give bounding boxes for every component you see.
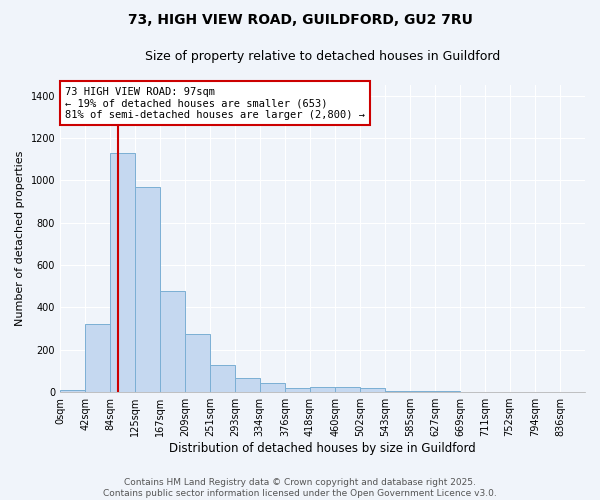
Bar <box>110 153 135 392</box>
Bar <box>160 292 185 392</box>
Text: 73, HIGH VIEW ROAD, GUILDFORD, GU2 7RU: 73, HIGH VIEW ROAD, GUILDFORD, GU2 7RU <box>128 12 472 26</box>
Y-axis label: Number of detached properties: Number of detached properties <box>15 151 25 326</box>
Bar <box>260 382 285 392</box>
Bar <box>235 378 260 392</box>
Bar <box>360 388 385 392</box>
Bar <box>185 334 210 392</box>
Bar <box>60 390 85 392</box>
X-axis label: Distribution of detached houses by size in Guildford: Distribution of detached houses by size … <box>169 442 476 455</box>
Title: Size of property relative to detached houses in Guildford: Size of property relative to detached ho… <box>145 50 500 63</box>
Bar <box>335 388 360 392</box>
Bar <box>410 391 435 392</box>
Bar <box>85 324 110 392</box>
Bar <box>210 364 235 392</box>
Text: 73 HIGH VIEW ROAD: 97sqm
← 19% of detached houses are smaller (653)
81% of semi-: 73 HIGH VIEW ROAD: 97sqm ← 19% of detach… <box>65 86 365 120</box>
Bar <box>135 186 160 392</box>
Text: Contains HM Land Registry data © Crown copyright and database right 2025.
Contai: Contains HM Land Registry data © Crown c… <box>103 478 497 498</box>
Bar <box>385 391 410 392</box>
Bar <box>435 391 460 392</box>
Bar <box>310 387 335 392</box>
Bar <box>285 388 310 392</box>
